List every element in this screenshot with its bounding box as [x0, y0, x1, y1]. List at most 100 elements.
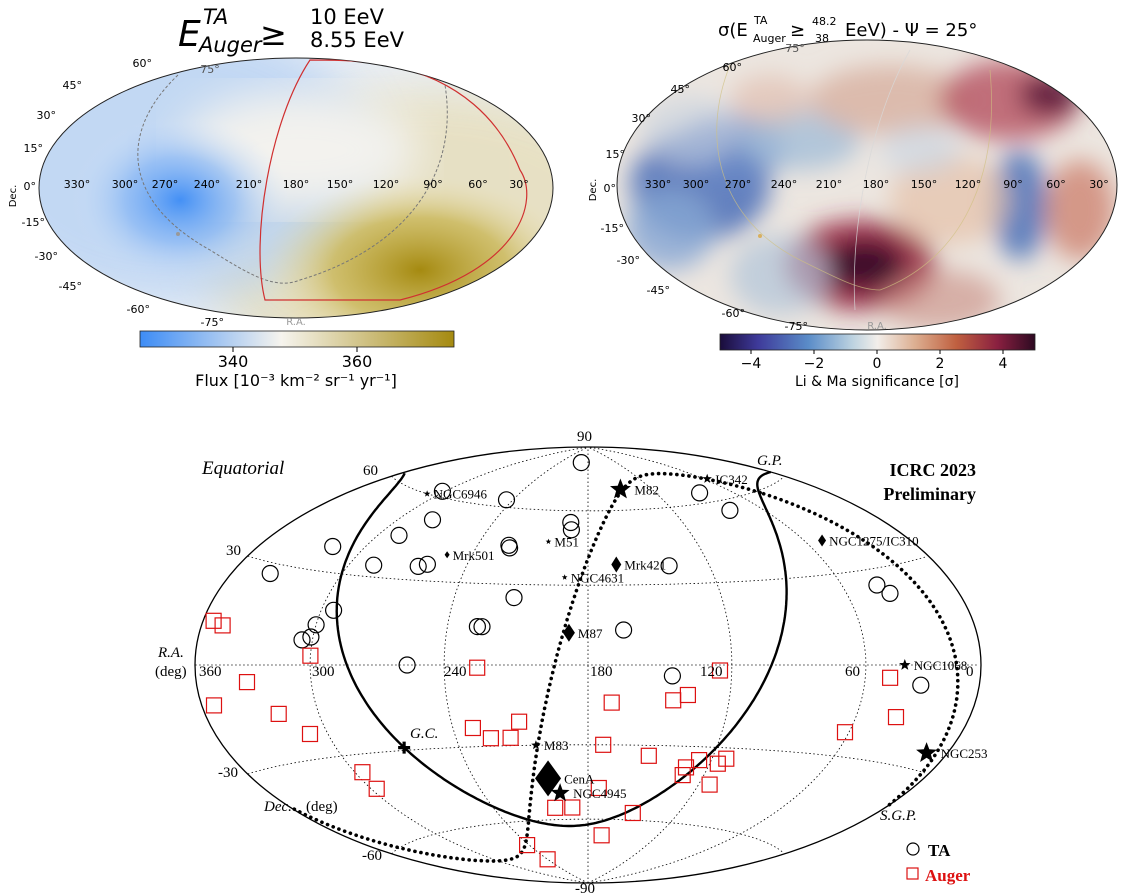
auger-event-marker: [270, 705, 287, 723]
sig-ra-tick: 330°: [645, 178, 672, 191]
label-dec-unit: (deg): [306, 799, 338, 815]
dec-tick-m30: -30: [218, 765, 238, 781]
auger-event-marker: [238, 673, 256, 691]
sig-colorbar-ticks: −4 −2 0 2 4: [741, 350, 1008, 372]
dec-tick-m60: -60: [362, 848, 382, 864]
flux-dec-tick: -75°: [201, 316, 224, 329]
auger-event-marker: [482, 730, 499, 747]
flux-dec-tick: 0°: [24, 180, 37, 193]
ta-event-marker: [473, 618, 491, 636]
flux-colorbar-label: Flux [10⁻³ km⁻² sr⁻¹ yr⁻¹]: [195, 371, 397, 390]
dec-tick-30: 30: [226, 543, 241, 559]
source-label-m83: M83: [544, 738, 569, 753]
ta-event-marker: [614, 621, 633, 639]
auger-event-marker: [679, 686, 697, 704]
sig-colorbar-tick: 4: [999, 356, 1008, 372]
significance-map-panel: σ(E TA Auger ≥ 48.2 38 EeV) - Ψ = 25°: [588, 14, 1118, 390]
sig-dec-tick: 60°: [723, 61, 743, 74]
sig-ra-tick: 240°: [771, 178, 798, 191]
flux-dec-ticks: 75° 60° 45° 30° 15° 0° -15° -30° -45° -6…: [22, 57, 224, 329]
ta-event-marker: [572, 454, 590, 472]
ta-event-marker: [663, 667, 682, 685]
legend-auger-marker: [906, 867, 919, 880]
ra-tick-300: 300: [312, 664, 335, 680]
flux-ra-tick: 300°: [112, 178, 139, 191]
flux-dec-tick: -45°: [59, 280, 82, 293]
auger-event-marker: [593, 827, 610, 844]
auger-event-marker: [665, 692, 682, 709]
sig-galactic-plane-line: [853, 49, 911, 311]
flux-title-main: E: [178, 14, 201, 55]
ta-event-marker: [261, 564, 279, 583]
label-preliminary: Preliminary: [883, 484, 976, 504]
sig-dec-tick: -75°: [785, 320, 808, 333]
source-marker-cena: [535, 760, 562, 797]
source-marker-m83: [531, 740, 541, 750]
source-marker-ngc253: [916, 742, 937, 762]
supergalactic-plane-line: [758, 490, 960, 807]
flux-ra-tick: 150°: [327, 178, 354, 191]
sig-dec-tick: -30°: [617, 254, 640, 267]
sig-dec-axis-label: Dec.: [588, 179, 599, 202]
flux-colorbar: [139, 330, 455, 348]
flux-ra-tick: 30°: [509, 178, 529, 191]
auger-event-marker: [205, 697, 223, 714]
flux-ra-tick: 90°: [423, 178, 443, 191]
ta-event-marker: [307, 616, 325, 634]
source-label-mrk421: Mrk421: [624, 558, 666, 573]
significance-colorbar: [719, 333, 1036, 351]
flux-ra-ticks: 330° 300° 270° 240° 210° 180° 150° 120° …: [64, 178, 529, 191]
dec-tick-90: 90: [577, 429, 592, 445]
auger-event-marker: [701, 776, 718, 793]
source-marker-ngc4945: [550, 783, 570, 802]
label-dec: Dec.: [263, 799, 292, 815]
sig-ra-tick: 270°: [725, 178, 752, 191]
sig-dec-tick: 0°: [604, 182, 617, 195]
ta-event-marker: [721, 501, 739, 519]
auger-event-marker: [564, 799, 581, 816]
parallel-line: [247, 744, 927, 775]
parallel-line: [247, 555, 927, 586]
auger-event-marker: [214, 617, 231, 634]
ta-event-marker: [423, 511, 442, 529]
ta-event-marker: [390, 526, 408, 545]
galactic-plane-line: [403, 470, 788, 828]
flux-dec-tick: -15°: [22, 216, 45, 229]
auger-event-marker: [718, 750, 735, 767]
sig-ra-tick: 60°: [1046, 178, 1066, 191]
ta-event-marker: [365, 556, 383, 574]
auger-event-marker: [881, 669, 899, 686]
auger-event-marker: [590, 779, 607, 797]
ta-event-marker: [562, 521, 581, 539]
auger-event-marker: [603, 694, 620, 711]
sig-dec-tick: 15°: [606, 148, 626, 161]
auger-event-marker: [502, 729, 519, 746]
source-label-cena: CenA: [564, 771, 595, 786]
flux-map-border: [38, 57, 554, 319]
ta-event-marker: [497, 491, 516, 509]
sig-supergalactic-line: [716, 64, 992, 291]
ta-event-marker: [468, 617, 486, 636]
sig-dec-tick: 45°: [671, 83, 691, 96]
source-label-ngc6946: NGC6946: [434, 487, 488, 502]
source-label-m51: M51: [554, 535, 579, 550]
source-label-m87: M87: [578, 626, 603, 641]
sig-ra-axis-label: R.A.: [867, 321, 887, 332]
sig-title-ge: ≥: [790, 20, 805, 41]
auger-event-marker: [674, 766, 691, 784]
source-marker-mrk421: [611, 556, 622, 573]
ta-event-marker: [398, 656, 416, 674]
ta-event-marker: [505, 588, 523, 607]
sig-dec-tick: 30°: [632, 112, 652, 125]
ta-event-marker: [501, 539, 519, 557]
ra-tick-0: 0: [966, 664, 974, 680]
flux-supergalactic-line: [137, 74, 448, 284]
source-label-ngc1275-ic310: NGC1275/IC310: [829, 534, 919, 549]
source-marker-m87: [562, 623, 575, 642]
ra-tick-240: 240: [444, 664, 467, 680]
ta-event-marker: [912, 676, 930, 694]
auger-event-marker: [205, 612, 222, 629]
flux-dec-axis-label: Dec.: [8, 185, 19, 208]
